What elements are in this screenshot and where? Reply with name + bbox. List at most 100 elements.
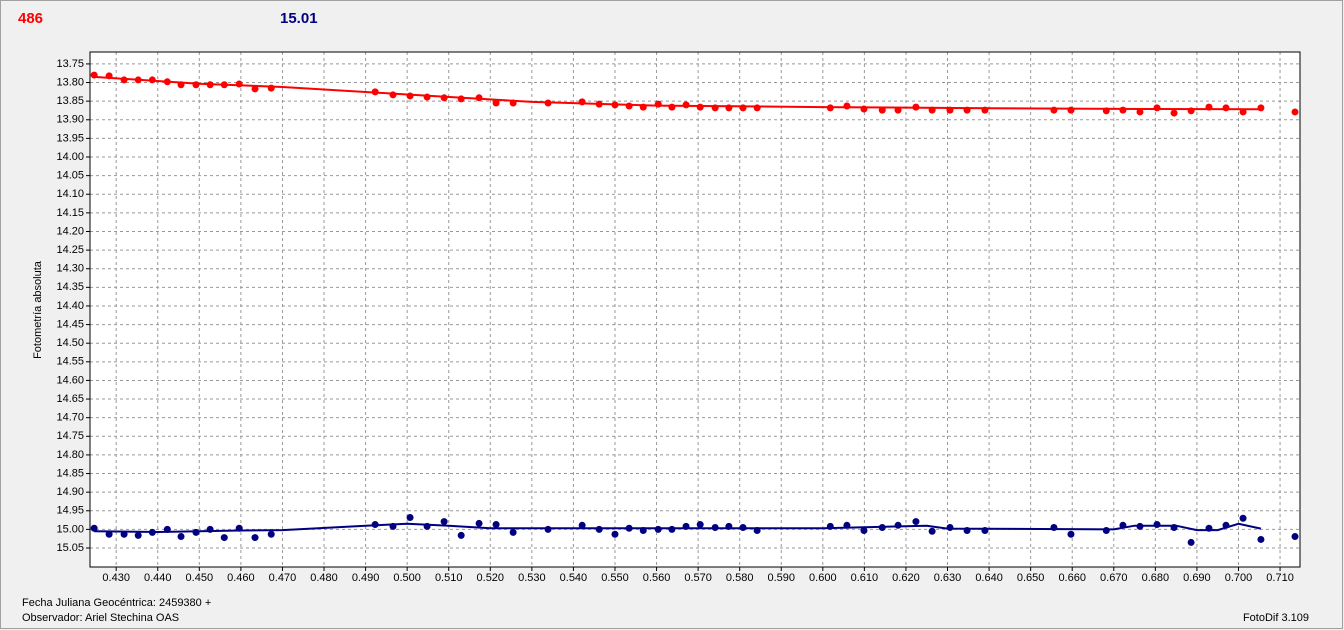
x-tick-label: 0.500 <box>393 572 421 584</box>
data-point <box>946 106 954 114</box>
data-point <box>1153 521 1161 529</box>
y-tick-label: 14.05 <box>56 170 84 182</box>
data-point <box>1119 106 1127 114</box>
y-tick-label: 13.90 <box>56 114 84 126</box>
x-tick-label: 0.590 <box>767 572 795 584</box>
y-axis-label: Fotometría absoluta <box>32 260 44 359</box>
data-point <box>578 521 586 529</box>
data-point <box>163 525 171 533</box>
series-label: 15.01 <box>280 10 318 27</box>
data-point <box>711 104 719 112</box>
data-point <box>177 532 185 540</box>
data-point <box>928 527 936 535</box>
data-point <box>739 524 747 532</box>
data-point <box>963 527 971 535</box>
x-axis-note: Fecha Juliana Geocéntrica: 2459380 + <box>22 597 211 609</box>
y-tick-label: 14.85 <box>56 467 84 479</box>
data-point <box>509 99 517 107</box>
data-point <box>894 106 902 114</box>
y-tick-label: 14.30 <box>56 263 84 275</box>
y-tick-label: 14.65 <box>56 393 84 405</box>
y-tick-label: 14.60 <box>56 374 84 386</box>
x-tick-label: 0.620 <box>892 572 920 584</box>
data-point <box>639 527 647 535</box>
data-point <box>639 103 647 111</box>
data-point <box>1153 104 1161 112</box>
data-point <box>148 528 156 536</box>
data-point <box>696 521 704 529</box>
observer: Observador: Ariel Stechina OAS <box>22 612 179 624</box>
x-tick-label: 0.650 <box>1017 572 1045 584</box>
x-tick-label: 0.670 <box>1100 572 1128 584</box>
data-point <box>492 99 500 107</box>
data-point <box>611 530 619 538</box>
data-point <box>725 104 733 112</box>
x-tick-label: 0.570 <box>684 572 712 584</box>
data-point <box>389 91 397 99</box>
x-tick-label: 0.630 <box>934 572 962 584</box>
y-tick-label: 13.85 <box>56 95 84 107</box>
data-point <box>1050 106 1058 114</box>
data-point <box>423 522 431 530</box>
data-point <box>928 106 936 114</box>
data-point <box>1102 107 1110 115</box>
data-point <box>696 103 704 111</box>
data-point <box>843 102 851 110</box>
data-point <box>1170 109 1178 117</box>
data-point <box>1239 514 1247 522</box>
x-tick-label: 0.460 <box>227 572 255 584</box>
data-point <box>654 100 662 108</box>
data-point <box>860 527 868 535</box>
data-point <box>654 525 662 533</box>
y-tick-label: 14.25 <box>56 244 84 256</box>
data-point <box>625 524 633 532</box>
data-point <box>1222 104 1230 112</box>
data-point <box>1257 535 1265 543</box>
data-point <box>267 84 275 92</box>
y-tick-label: 14.40 <box>56 300 84 312</box>
data-point <box>475 94 483 102</box>
data-point <box>457 531 465 539</box>
data-point <box>1257 104 1265 112</box>
plot-area <box>90 52 1300 567</box>
x-tick-label: 0.560 <box>643 572 671 584</box>
x-tick-label: 0.610 <box>851 572 879 584</box>
data-point <box>912 518 920 526</box>
data-point <box>1187 107 1195 115</box>
data-point <box>668 525 676 533</box>
data-point <box>235 80 243 88</box>
x-tick-label: 0.510 <box>435 572 463 584</box>
data-point <box>1222 521 1230 529</box>
data-point <box>1136 108 1144 116</box>
x-tick-label: 0.530 <box>518 572 546 584</box>
data-point <box>894 521 902 529</box>
data-point <box>625 102 633 110</box>
x-tick-label: 0.660 <box>1058 572 1086 584</box>
y-tick-label: 14.15 <box>56 207 84 219</box>
data-point <box>406 92 414 100</box>
y-tick-label: 14.70 <box>56 412 84 424</box>
data-point <box>423 93 431 101</box>
y-tick-label: 14.45 <box>56 318 84 330</box>
data-point <box>389 522 397 530</box>
data-point <box>1067 106 1075 114</box>
data-point <box>440 518 448 526</box>
x-tick-label: 0.540 <box>560 572 588 584</box>
data-point <box>1205 103 1213 111</box>
data-point <box>843 521 851 529</box>
y-tick-label: 13.75 <box>56 58 84 70</box>
x-tick-label: 0.440 <box>144 572 172 584</box>
data-point <box>1050 524 1058 532</box>
data-point <box>267 530 275 538</box>
data-point <box>1119 521 1127 529</box>
data-point <box>753 527 761 535</box>
data-point <box>595 525 603 533</box>
y-tick-label: 14.00 <box>56 151 84 163</box>
y-tick-label: 15.00 <box>56 523 84 535</box>
data-point <box>192 81 200 89</box>
x-tick-label: 0.490 <box>352 572 380 584</box>
data-point <box>595 100 603 108</box>
data-point <box>1136 522 1144 530</box>
y-tick-label: 15.05 <box>56 542 84 554</box>
